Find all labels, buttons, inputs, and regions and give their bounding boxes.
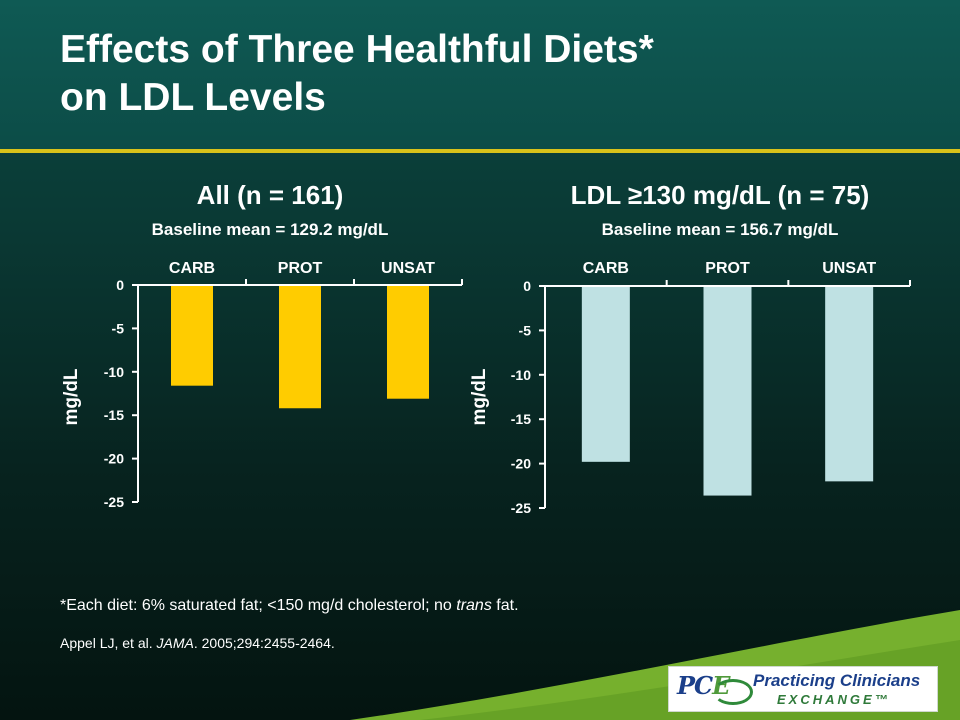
footnote-italic-trans: trans <box>456 597 492 614</box>
left-chart-title: All (n = 161) <box>196 180 344 210</box>
citation-journal: JAMA <box>156 635 194 651</box>
right-y-tick-label: -15 <box>511 411 531 427</box>
slide-title-line2: on LDL Levels <box>60 76 326 119</box>
right-category-label-unsat: UNSAT <box>822 260 876 277</box>
slide-title: Effects of Three Healthful Diets* on LDL… <box>60 26 920 122</box>
slide-title-line1: Effects of Three Healthful Diets* <box>60 28 654 71</box>
right-chart-subtitle: Baseline mean = 156.7 mg/dL <box>601 220 839 239</box>
citation: Appel LJ, et al. JAMA. 2005;294:2455-246… <box>60 634 335 652</box>
right-y-tick-label: -20 <box>511 456 531 472</box>
right-y-tick-label: 0 <box>523 278 531 294</box>
footnote: *Each diet: 6% saturated fat; <150 mg/d … <box>60 596 519 616</box>
left-category-label-carb: CARB <box>169 260 215 277</box>
logo-line1: Practicing Clinicians <box>753 671 921 690</box>
citation-details: . 2005;294:2455-2464. <box>193 635 335 651</box>
footnote-text-prefix: *Each diet: 6% saturated fat; <150 mg/d … <box>60 597 457 614</box>
left-bar-prot <box>279 286 321 409</box>
footnote-text-suffix: fat. <box>491 597 519 614</box>
header-band <box>0 0 960 150</box>
left-bar-unsat <box>387 286 429 399</box>
header-rule <box>0 149 960 153</box>
right-category-label-carb: CARB <box>583 260 629 277</box>
right-chart-title: LDL ≥130 mg/dL (n = 75) <box>570 180 870 210</box>
logo-swirl-icon <box>713 679 753 705</box>
right-y-tick-label: -5 <box>519 322 532 338</box>
left-y-tick-label: -25 <box>104 494 124 510</box>
right-bar-carb <box>581 287 630 462</box>
left-chart-subtitle: Baseline mean = 129.2 mg/dL <box>151 220 389 239</box>
left-bar-chart: 0 -5 -10 -15 -20 -25 CARB PROT UNSAT <box>104 260 463 510</box>
right-y-tick-label: -25 <box>511 500 531 516</box>
logo-line2: EXCHANGE™ <box>777 692 891 707</box>
left-y-tick-label: -5 <box>112 320 125 336</box>
right-category-label-prot: PROT <box>705 260 750 277</box>
citation-authors: Appel LJ, et al. <box>60 635 157 651</box>
pce-logo: PCE Practicing Clinicians EXCHANGE™ <box>668 666 938 712</box>
right-bar-prot <box>703 287 752 496</box>
right-bar-unsat <box>825 287 874 482</box>
left-category-label-prot: PROT <box>278 260 323 277</box>
left-category-label-unsat: UNSAT <box>381 260 435 277</box>
pce-logo-mark-pc: PC <box>677 671 713 700</box>
left-y-tick-label: -10 <box>104 364 124 380</box>
right-y-tick-label: -10 <box>511 367 531 383</box>
right-bar-chart: 0 -5 -10 -15 -20 -25 CARB PROT UNSAT <box>511 260 911 516</box>
left-y-tick-label: -15 <box>104 407 124 423</box>
left-y-tick-label: 0 <box>116 277 124 293</box>
left-bar-carb <box>171 286 213 386</box>
left-y-tick-label: -20 <box>104 451 124 467</box>
